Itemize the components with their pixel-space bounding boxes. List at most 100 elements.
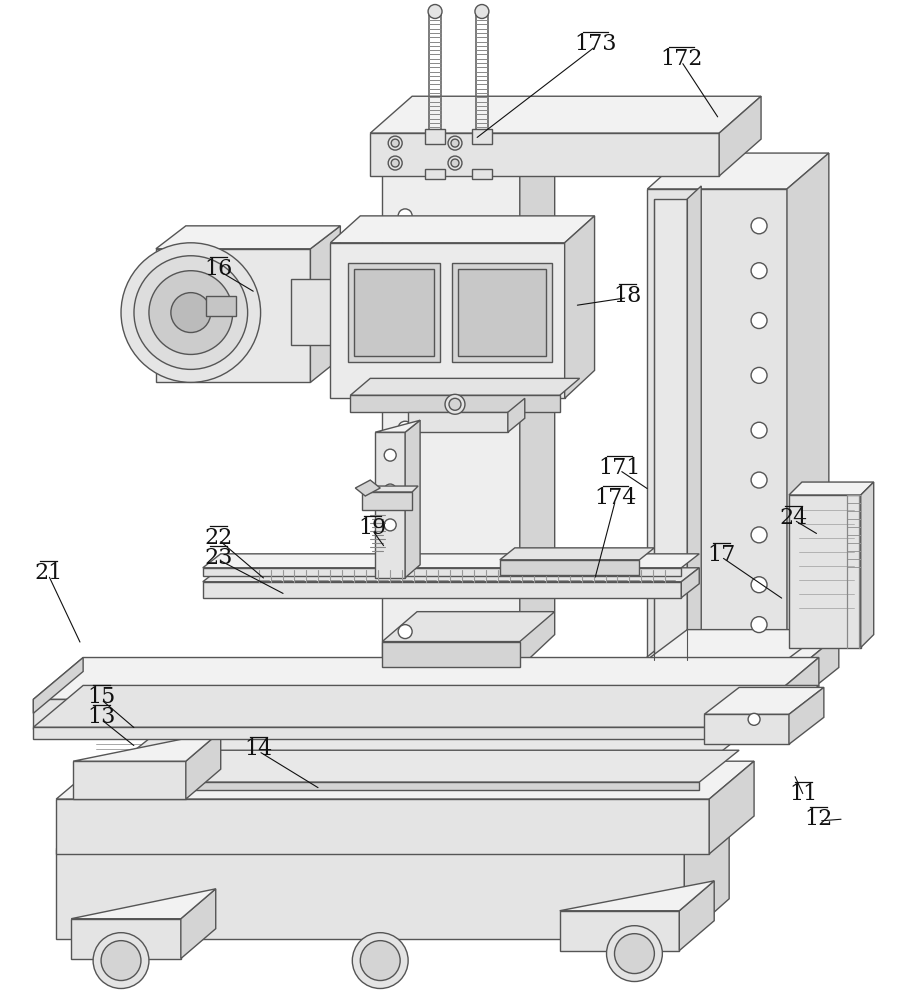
Polygon shape bbox=[789, 482, 873, 495]
Circle shape bbox=[388, 136, 402, 150]
Polygon shape bbox=[634, 635, 839, 667]
Polygon shape bbox=[350, 378, 580, 395]
Text: 22: 22 bbox=[205, 527, 233, 549]
Text: 14: 14 bbox=[245, 738, 273, 760]
Polygon shape bbox=[56, 799, 709, 854]
Circle shape bbox=[360, 941, 400, 981]
Text: 18: 18 bbox=[613, 285, 641, 307]
Text: 24: 24 bbox=[780, 507, 808, 529]
Text: 172: 172 bbox=[660, 48, 703, 70]
Polygon shape bbox=[356, 480, 380, 496]
Polygon shape bbox=[34, 658, 83, 713]
Text: 174: 174 bbox=[594, 487, 637, 509]
Polygon shape bbox=[56, 761, 754, 799]
Circle shape bbox=[149, 271, 233, 354]
Bar bbox=[206, 296, 236, 316]
Bar bbox=[458, 269, 546, 356]
Circle shape bbox=[751, 472, 767, 488]
Text: 171: 171 bbox=[599, 457, 640, 479]
Circle shape bbox=[398, 209, 412, 223]
Circle shape bbox=[451, 159, 459, 167]
Circle shape bbox=[751, 577, 767, 593]
Circle shape bbox=[398, 259, 412, 273]
Polygon shape bbox=[704, 714, 789, 744]
Polygon shape bbox=[634, 667, 799, 699]
Circle shape bbox=[475, 5, 489, 18]
Circle shape bbox=[748, 713, 760, 725]
Polygon shape bbox=[799, 635, 839, 699]
Polygon shape bbox=[408, 412, 508, 432]
Polygon shape bbox=[500, 560, 639, 575]
Polygon shape bbox=[34, 727, 769, 739]
Text: 19: 19 bbox=[358, 517, 386, 539]
Circle shape bbox=[607, 926, 662, 982]
Polygon shape bbox=[73, 731, 220, 761]
Text: 173: 173 bbox=[574, 33, 617, 55]
Polygon shape bbox=[350, 395, 560, 412]
Text: 15: 15 bbox=[87, 686, 115, 708]
Circle shape bbox=[448, 136, 462, 150]
Polygon shape bbox=[34, 685, 819, 727]
Text: 17: 17 bbox=[707, 544, 736, 566]
Polygon shape bbox=[34, 658, 819, 699]
Polygon shape bbox=[684, 811, 729, 939]
Circle shape bbox=[398, 365, 412, 379]
Polygon shape bbox=[405, 420, 420, 578]
Polygon shape bbox=[362, 486, 418, 492]
Polygon shape bbox=[370, 96, 761, 133]
Circle shape bbox=[448, 156, 462, 170]
Circle shape bbox=[751, 218, 767, 234]
Text: 21: 21 bbox=[34, 562, 63, 584]
Polygon shape bbox=[789, 495, 861, 648]
Polygon shape bbox=[71, 919, 180, 959]
Circle shape bbox=[751, 422, 767, 438]
Polygon shape bbox=[382, 642, 520, 667]
Circle shape bbox=[391, 139, 399, 147]
Polygon shape bbox=[560, 911, 679, 951]
Circle shape bbox=[171, 293, 210, 333]
Polygon shape bbox=[375, 432, 405, 578]
Circle shape bbox=[352, 933, 408, 988]
Text: 23: 23 bbox=[205, 547, 233, 569]
Circle shape bbox=[134, 256, 248, 369]
Polygon shape bbox=[648, 189, 787, 699]
Polygon shape bbox=[769, 658, 819, 729]
Polygon shape bbox=[719, 96, 761, 176]
Circle shape bbox=[615, 934, 654, 974]
Polygon shape bbox=[679, 881, 714, 951]
Circle shape bbox=[751, 367, 767, 383]
Polygon shape bbox=[310, 226, 340, 382]
Polygon shape bbox=[156, 249, 310, 382]
Polygon shape bbox=[362, 492, 412, 510]
Polygon shape bbox=[111, 782, 699, 790]
Polygon shape bbox=[382, 139, 555, 171]
Polygon shape bbox=[382, 171, 520, 667]
Circle shape bbox=[101, 941, 141, 981]
Polygon shape bbox=[203, 554, 699, 568]
Polygon shape bbox=[186, 731, 220, 799]
Polygon shape bbox=[111, 769, 699, 777]
Polygon shape bbox=[648, 660, 787, 699]
Circle shape bbox=[385, 484, 396, 496]
Circle shape bbox=[398, 581, 412, 595]
Text: 16: 16 bbox=[205, 258, 233, 280]
Polygon shape bbox=[370, 133, 719, 176]
Circle shape bbox=[391, 159, 399, 167]
Polygon shape bbox=[330, 216, 595, 243]
Circle shape bbox=[751, 313, 767, 329]
Polygon shape bbox=[71, 889, 216, 919]
Polygon shape bbox=[156, 226, 340, 249]
Polygon shape bbox=[73, 761, 186, 799]
Polygon shape bbox=[56, 811, 729, 849]
Polygon shape bbox=[787, 153, 829, 699]
Circle shape bbox=[449, 398, 461, 410]
Circle shape bbox=[751, 617, 767, 633]
Circle shape bbox=[751, 263, 767, 279]
Polygon shape bbox=[330, 243, 565, 398]
Polygon shape bbox=[56, 849, 684, 939]
Polygon shape bbox=[425, 169, 445, 179]
Polygon shape bbox=[648, 630, 827, 660]
Circle shape bbox=[398, 625, 412, 639]
Polygon shape bbox=[520, 139, 555, 667]
Polygon shape bbox=[382, 612, 555, 642]
